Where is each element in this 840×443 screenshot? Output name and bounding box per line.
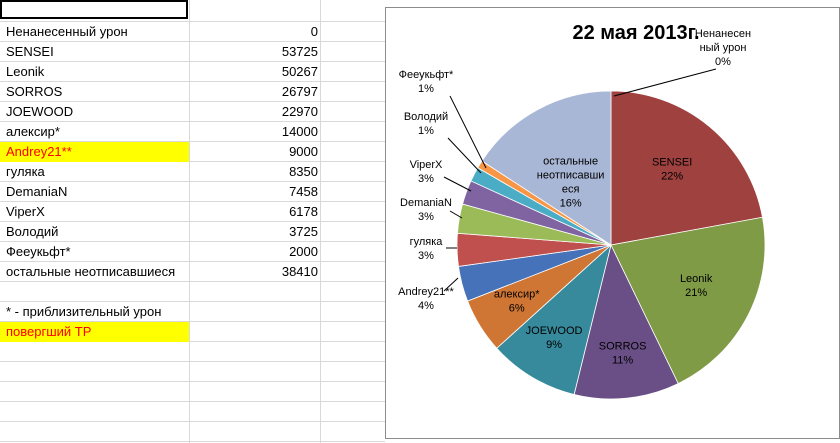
- pie-chart-area[interactable]: 22 мая 2013г. Ненанесен ный урон 0% SENSEI 2…: [385, 7, 840, 439]
- note-killer[interactable]: повергший ТР: [6, 324, 92, 339]
- slice-label: остальные неотписавши еся 16%: [537, 156, 605, 210]
- row-value[interactable]: 3725: [289, 224, 318, 239]
- row-name[interactable]: SORROS: [6, 84, 63, 99]
- slice-label: гуляка 3%: [410, 236, 444, 262]
- slice-label: JOEWOOD 9%: [526, 325, 583, 351]
- leader-line: [449, 210, 463, 219]
- slice-percent: 21%: [685, 287, 707, 299]
- row-name[interactable]: Andrey21**: [6, 144, 72, 159]
- leader-line: [443, 176, 472, 192]
- row-value[interactable]: 2000: [289, 244, 318, 259]
- row-name[interactable]: JOEWOOD: [6, 104, 74, 119]
- note-approx-damage[interactable]: * - приблизительный урон: [6, 304, 162, 319]
- leader-line: [613, 68, 717, 97]
- row-name[interactable]: алексир*: [6, 124, 60, 139]
- leader-line: [443, 277, 459, 292]
- highlight-note2: [0, 322, 189, 342]
- slice-label: SENSEI 22%: [652, 157, 692, 183]
- row-name[interactable]: Володий: [6, 224, 59, 239]
- slice-percent: 1%: [418, 125, 434, 137]
- slice-label: Володий 1%: [404, 111, 448, 137]
- pie-slice[interactable]: [610, 216, 766, 385]
- chart-title: 22 мая 2013г.: [572, 22, 700, 44]
- row-name[interactable]: SENSEI: [6, 44, 54, 59]
- slice-percent: 16%: [560, 198, 582, 210]
- slice-label: Фееукьфт* 1%: [399, 69, 454, 95]
- pie-slice[interactable]: [610, 90, 763, 246]
- row-name[interactable]: DemaniaN: [6, 184, 68, 199]
- slice-label: DemaniaN 3%: [400, 197, 452, 223]
- slice-percent: 3%: [418, 211, 434, 223]
- row-value[interactable]: 53725: [281, 44, 318, 59]
- leader-line: [447, 137, 482, 174]
- row-name[interactable]: Ненанесенный урон: [6, 24, 128, 39]
- slice-percent: 4%: [418, 300, 434, 312]
- pie-slice[interactable]: [573, 243, 679, 400]
- highlight-andrey21: [0, 142, 189, 162]
- slice-percent: 3%: [418, 250, 434, 262]
- row-value[interactable]: 14000: [281, 124, 318, 139]
- pie-slice[interactable]: [481, 90, 612, 246]
- row-value[interactable]: 7458: [289, 184, 318, 199]
- slice-label: ViperX 3%: [410, 159, 443, 185]
- slice-percent: 0%: [715, 56, 731, 68]
- leader-line: [449, 95, 487, 169]
- slice-percent: 3%: [418, 173, 434, 185]
- slice-label: Andrey21** 4%: [398, 286, 454, 312]
- slice-label: алексир* 6%: [494, 288, 540, 314]
- slice-label: Ненанесен ный урон 0%: [695, 28, 751, 68]
- slice-label: Leonik 21%: [680, 273, 713, 299]
- row-name[interactable]: Leonik: [6, 64, 45, 79]
- row-value[interactable]: 8350: [289, 164, 318, 179]
- row-name[interactable]: остальные неотписавшиеся: [6, 264, 176, 279]
- row-value[interactable]: 26797: [281, 84, 318, 99]
- row-name[interactable]: ViperX: [6, 204, 45, 219]
- slice-label: SORROS 11%: [599, 340, 647, 366]
- row-value[interactable]: 6178: [289, 204, 318, 219]
- row-name[interactable]: Фееукьфт*: [6, 244, 71, 259]
- pie-chart: Ненанесен ный урон 0% SENSEI 22% Leonik 21% SOR…: [398, 28, 766, 400]
- row-value[interactable]: 22970: [281, 104, 318, 119]
- row-value[interactable]: 50267: [281, 64, 318, 79]
- row-value[interactable]: 9000: [289, 144, 318, 159]
- row-value[interactable]: 38410: [281, 264, 318, 279]
- row-name[interactable]: гуляка: [6, 164, 45, 179]
- slice-percent: 6%: [509, 302, 525, 314]
- selected-cell[interactable]: [0, 0, 188, 19]
- slice-percent: 1%: [418, 83, 434, 95]
- pie-slice[interactable]: [496, 243, 612, 396]
- slice-percent: 22%: [661, 171, 683, 183]
- row-value[interactable]: 0: [310, 24, 318, 39]
- slice-percent: 9%: [546, 339, 562, 351]
- slice-percent: 11%: [612, 354, 633, 366]
